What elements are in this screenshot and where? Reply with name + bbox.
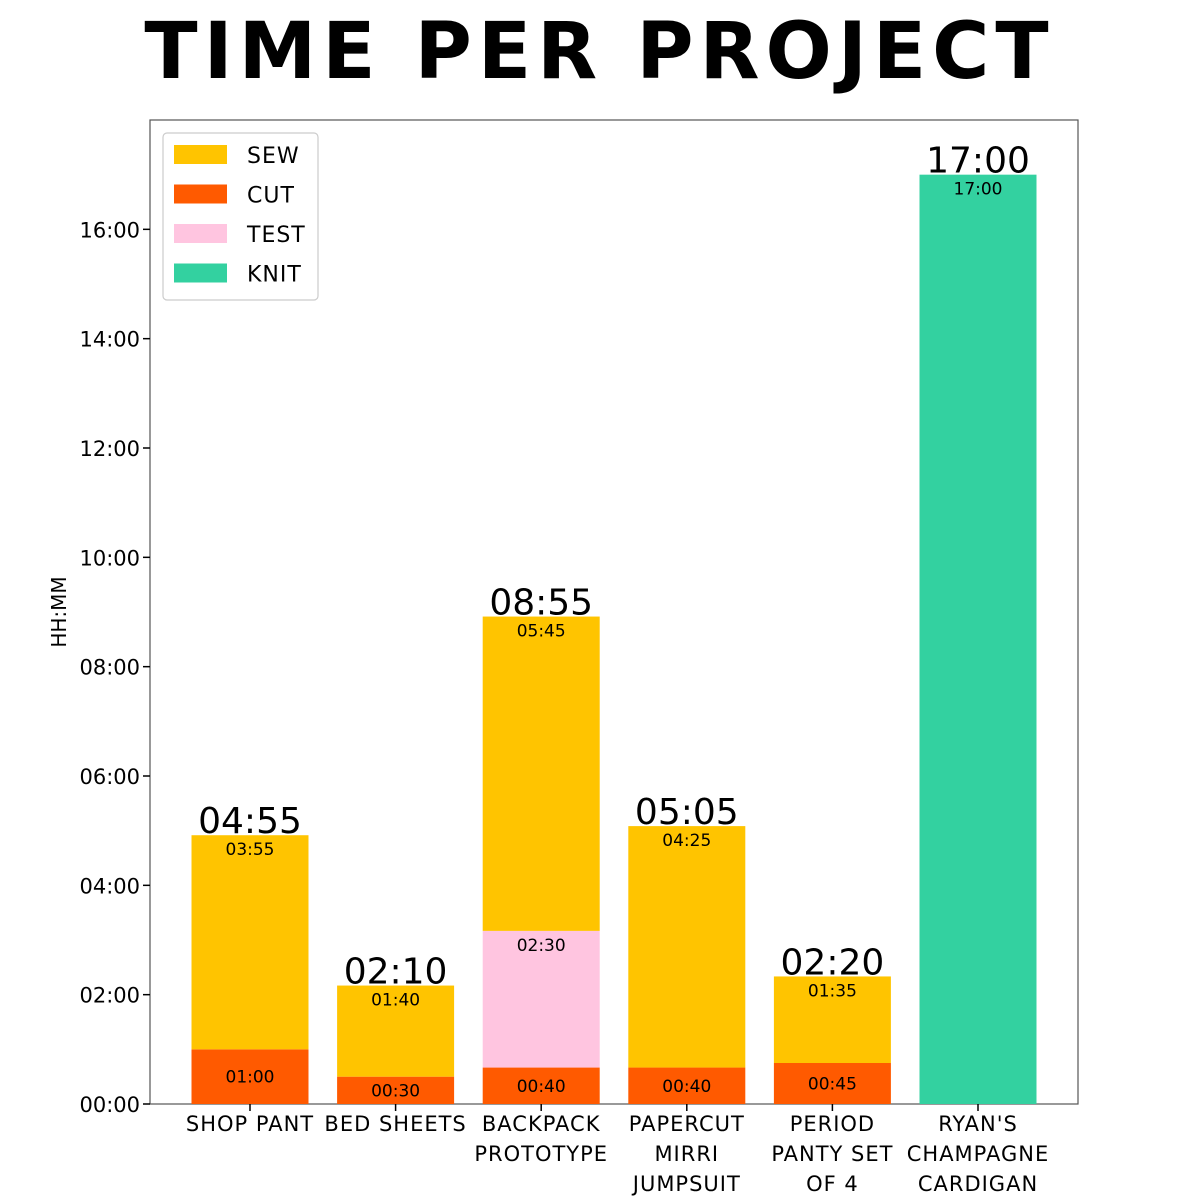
- segment-label: 04:25: [662, 831, 711, 851]
- segment-label: 05:45: [517, 622, 566, 642]
- y-tick-label: 08:00: [79, 656, 140, 680]
- y-tick-label: 10:00: [79, 546, 140, 570]
- bar-sew: [482, 616, 600, 931]
- bar-sew: [337, 985, 455, 1077]
- x-tick-label: BACKPACK: [482, 1112, 601, 1136]
- x-tick-label: RYAN'S: [938, 1112, 1018, 1136]
- y-tick-label: 16:00: [79, 218, 140, 242]
- legend-swatch-sew: [174, 145, 227, 164]
- bar-cut: [773, 1063, 891, 1104]
- bar-total-label: 02:20: [781, 942, 885, 983]
- legend-box: [162, 132, 319, 301]
- legend-label: SEW: [247, 144, 300, 169]
- segment-label: 00:40: [662, 1077, 711, 1097]
- y-tick-label: 04:00: [79, 874, 140, 898]
- y-tick-label: 12:00: [79, 437, 140, 461]
- bar-cut: [337, 1076, 455, 1104]
- bar-cut: [191, 1049, 309, 1104]
- x-tick-label: MIRRI: [654, 1142, 719, 1166]
- legend-swatch-cut: [174, 184, 227, 204]
- bar-cut: [628, 1067, 746, 1104]
- x-tick-label: BED SHEETS: [324, 1112, 466, 1136]
- bar-cut: [482, 1067, 600, 1104]
- x-tick-label: PERIOD: [790, 1112, 875, 1136]
- legend-label: KNIT: [247, 263, 302, 288]
- x-tick-label: SHOP PANT: [186, 1112, 314, 1136]
- y-tick-label: 06:00: [79, 765, 140, 789]
- bar-knit: [919, 174, 1037, 1104]
- segment-label: 01:35: [808, 981, 857, 1001]
- segment-label: 01:00: [226, 1068, 275, 1088]
- segment-label: 00:40: [517, 1077, 566, 1097]
- segment-label: 03:55: [226, 840, 275, 860]
- x-tick-label: CHAMPAGNE: [907, 1142, 1050, 1166]
- plot-frame: [149, 119, 1079, 1105]
- x-tick-label: PANTY SET: [771, 1142, 893, 1166]
- bar-sew: [628, 826, 746, 1068]
- bar-sew: [191, 835, 309, 1050]
- segment-label: 17:00: [954, 180, 1003, 200]
- y-tick-label: 00:00: [79, 1093, 140, 1117]
- segment-label: 02:30: [517, 936, 566, 956]
- x-tick-label: PAPERCUT: [629, 1112, 745, 1136]
- legend-swatch-test: [174, 224, 227, 243]
- y-axis-label: HH:MM: [47, 576, 71, 647]
- segment-label: 00:30: [371, 1081, 420, 1101]
- bar-total-label: 04:55: [198, 801, 302, 842]
- chart-title: TIME PER PROJECT: [144, 7, 1055, 97]
- bar-sew: [773, 976, 891, 1063]
- bar-total-label: 17:00: [926, 141, 1030, 182]
- x-tick-label: PROTOTYPE: [474, 1142, 608, 1166]
- bar-test: [482, 930, 600, 1068]
- x-tick-label: CARDIGAN: [918, 1172, 1038, 1196]
- y-tick-label: 14:00: [79, 328, 140, 352]
- x-tick-label: OF 4: [806, 1172, 859, 1196]
- segment-label: 01:40: [371, 991, 420, 1011]
- bar-total-label: 02:10: [344, 952, 448, 993]
- y-tick-label: 02:00: [79, 984, 140, 1008]
- bar-total-label: 08:55: [489, 583, 593, 624]
- legend-label: TEST: [246, 223, 306, 248]
- legend-swatch-knit: [174, 263, 227, 283]
- legend-label: CUT: [247, 184, 295, 209]
- x-tick-label: JUMPSUIT: [631, 1172, 741, 1196]
- segment-label: 00:45: [808, 1075, 857, 1095]
- bar-total-label: 05:05: [635, 792, 739, 833]
